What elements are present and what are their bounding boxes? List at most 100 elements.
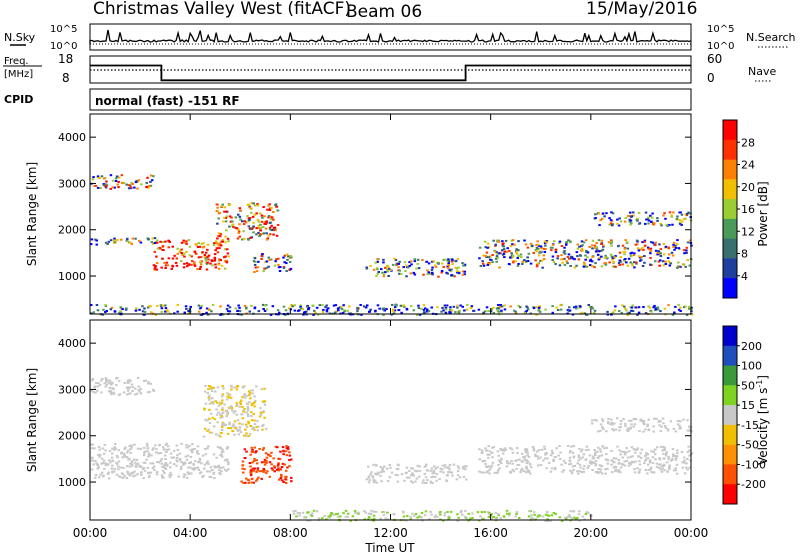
heatmap-cell	[396, 263, 399, 266]
heatmap-cell	[630, 446, 634, 449]
heatmap-cell	[354, 512, 357, 514]
heatmap-cell	[180, 252, 183, 254]
heatmap-cell	[261, 232, 264, 235]
heatmap-cell	[647, 469, 651, 472]
heatmap-cell	[494, 517, 498, 520]
heatmap-cell	[600, 242, 603, 245]
heatmap-cell	[376, 258, 379, 261]
heatmap-cell	[185, 242, 188, 245]
heatmap-cell	[494, 243, 497, 246]
heatmap-cell	[446, 473, 449, 476]
heatmap-cell	[478, 246, 482, 249]
heatmap-cell	[439, 510, 442, 513]
heatmap-cell	[510, 460, 513, 463]
heatmap-cell	[382, 273, 386, 276]
heatmap-cell	[185, 476, 189, 479]
heatmap-cell	[391, 308, 395, 311]
heatmap-cell	[175, 264, 179, 267]
heatmap-cell	[164, 240, 167, 243]
heatmap-cell	[315, 306, 319, 309]
heatmap-cell	[131, 386, 134, 389]
heatmap-cell	[248, 206, 252, 209]
heatmap-cell	[456, 465, 460, 468]
heatmap-cell	[630, 306, 634, 309]
heatmap-cell	[642, 421, 645, 424]
heatmap-cell	[424, 476, 428, 479]
heatmap-cell	[403, 261, 407, 264]
heatmap-cell	[500, 457, 503, 460]
heatmap-cell	[388, 476, 392, 479]
heatmap-cell	[614, 305, 617, 308]
heatmap-cell	[161, 465, 164, 468]
heatmap-cell	[681, 461, 684, 464]
heatmap-cell	[199, 313, 203, 316]
heatmap-cell	[125, 307, 128, 310]
heatmap-cell	[601, 426, 604, 429]
heatmap-cell	[268, 226, 272, 229]
heatmap-cell	[624, 239, 627, 242]
heatmap-cell	[161, 241, 165, 243]
heatmap-cell	[482, 518, 485, 520]
heatmap-cell	[448, 308, 452, 311]
heatmap-cell	[452, 305, 456, 308]
heatmap-cell	[228, 306, 232, 309]
heatmap-cell	[588, 454, 592, 457]
heatmap-cell	[260, 255, 263, 257]
power-y-axis-label: Slant Range [km]	[25, 162, 39, 266]
heatmap-cell	[210, 431, 214, 434]
heatmap-cell	[647, 219, 651, 222]
noise-panel: N.Sky N.Search 10^5 10^0 10^5 10^0	[4, 23, 796, 52]
heatmap-cell	[256, 203, 259, 206]
heatmap-cell	[263, 469, 266, 472]
heatmap-cell	[566, 309, 570, 312]
heatmap-cell	[152, 465, 156, 468]
heatmap-cell	[256, 478, 259, 481]
heatmap-cell	[487, 310, 490, 312]
heatmap-cell	[447, 262, 450, 265]
heatmap-cell	[110, 381, 113, 384]
heatmap-cell	[638, 222, 641, 225]
heatmap-cell	[132, 475, 135, 478]
freq-panel-frame	[89, 55, 692, 84]
heatmap-cell	[199, 263, 203, 266]
heatmap-cell	[219, 435, 222, 438]
heatmap-cell	[663, 469, 666, 472]
heatmap-cell	[116, 183, 119, 186]
colorbar-tick-label: -50	[741, 439, 759, 452]
heatmap-cell	[237, 228, 240, 231]
heatmap-cell	[254, 266, 258, 269]
heatmap-cell	[178, 457, 182, 460]
heatmap-cell	[480, 511, 484, 514]
heatmap-cell	[191, 260, 194, 263]
heatmap-cell	[257, 220, 261, 223]
heatmap-cell	[672, 469, 676, 472]
heatmap-cell	[680, 213, 684, 216]
heatmap-cell	[687, 425, 691, 428]
heatmap-cell	[597, 446, 600, 449]
heatmap-cell	[131, 390, 134, 392]
heatmap-cell	[238, 306, 241, 309]
heatmap-cell	[283, 463, 286, 466]
heatmap-cell	[610, 418, 613, 421]
heatmap-cell	[464, 509, 467, 512]
heatmap-cell	[569, 463, 573, 465]
heatmap-cell	[221, 239, 225, 241]
heatmap-cell	[539, 464, 543, 466]
heatmap-cell	[125, 183, 128, 186]
heatmap-cell	[147, 455, 150, 458]
heatmap-cell	[117, 380, 121, 383]
heatmap-cell	[536, 515, 540, 518]
heatmap-cell	[583, 464, 586, 467]
heatmap-cell	[441, 464, 445, 467]
heatmap-cell	[512, 261, 515, 264]
heatmap-cell	[373, 510, 376, 513]
heatmap-cell	[141, 305, 144, 308]
heatmap-cell	[515, 250, 518, 253]
heatmap-cell	[661, 260, 665, 263]
heatmap-cell	[247, 420, 250, 423]
heatmap-cell	[416, 314, 419, 316]
heatmap-cell	[152, 175, 155, 178]
heatmap-cell	[646, 453, 650, 456]
heatmap-cell	[231, 220, 234, 223]
